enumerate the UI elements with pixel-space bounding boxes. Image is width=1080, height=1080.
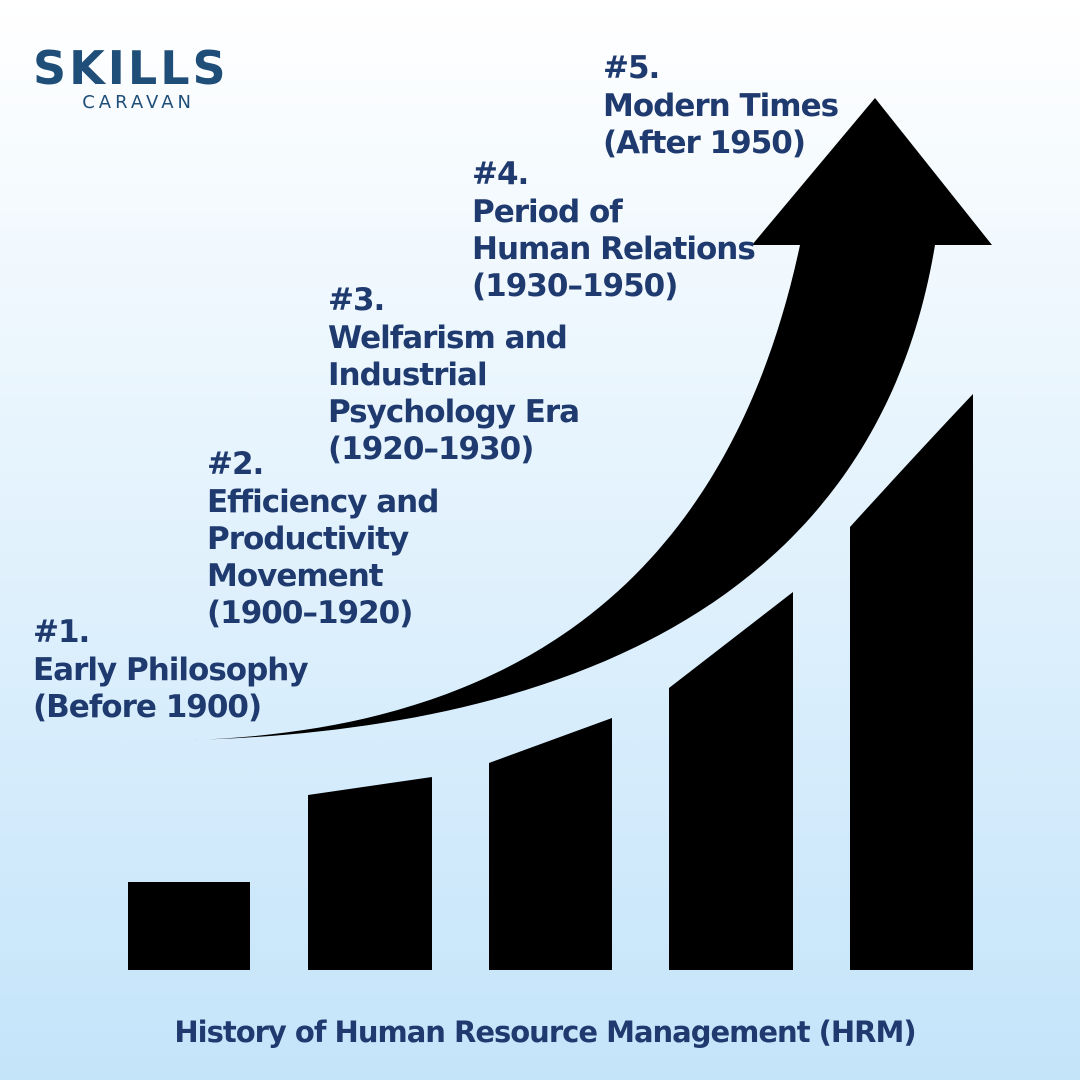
stage-title: Human Relations — [472, 231, 755, 267]
stage-number: #4. — [472, 156, 528, 192]
stage-title: Productivity — [207, 521, 409, 557]
stage-number: #2. — [207, 446, 263, 482]
stage-title: Psychology Era — [328, 394, 579, 430]
arrow — [193, 98, 992, 740]
stage-title: Efficiency and — [207, 484, 438, 520]
stage-title: Industrial — [328, 357, 487, 393]
logo-sub: CARAVAN — [82, 92, 195, 113]
stage-number: #1. — [33, 614, 89, 650]
stages: #1.Early Philosophy(Before 1900) #2.Effic… — [33, 50, 839, 725]
stage-title: (After 1950) — [603, 125, 805, 161]
stage-title: Welfarism and — [328, 320, 567, 356]
stage-title: (1900–1920) — [207, 595, 412, 631]
stage-title: Early Philosophy — [33, 652, 308, 688]
stage-number: #3. — [328, 282, 384, 318]
bar-shape — [308, 777, 432, 970]
logo-name: SKILLS — [33, 41, 229, 95]
bars — [128, 394, 973, 970]
bar-shape — [669, 592, 793, 970]
footer-title: History of Human Resource Management (HR… — [174, 1015, 915, 1049]
stage-title: Modern Times — [603, 88, 838, 124]
stage-title: (1930–1950) — [472, 268, 677, 304]
bar-shape — [850, 394, 973, 970]
stage-title: Movement — [207, 558, 384, 594]
stage-number: #5. — [603, 50, 659, 86]
stage-title: (1920–1930) — [328, 431, 533, 467]
stage-title: (Before 1900) — [33, 689, 261, 725]
stage-title: Period of — [472, 194, 623, 230]
bar-shape — [128, 882, 250, 970]
bar-shape — [489, 718, 612, 970]
